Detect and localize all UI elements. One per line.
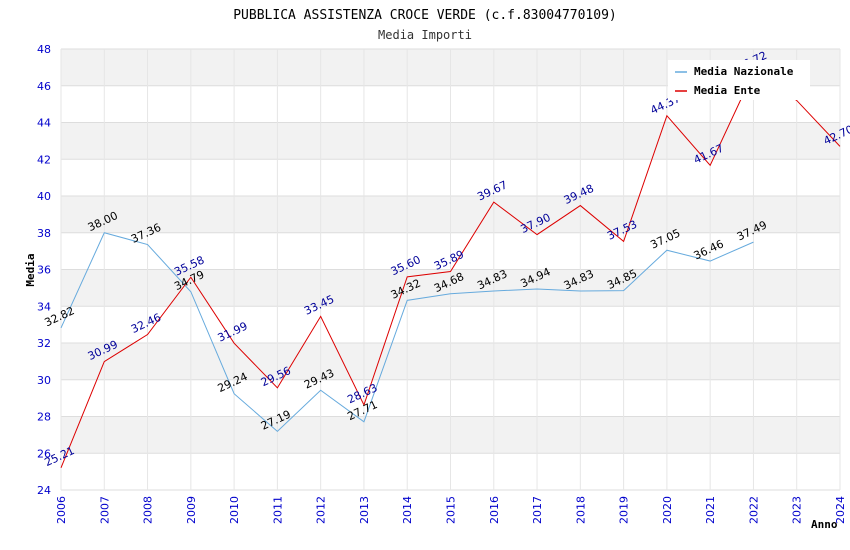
x-tick-label: 2010 [228, 496, 241, 524]
x-tick-label: 2022 [747, 496, 760, 524]
legend-box [668, 60, 810, 100]
y-tick-label: 26 [37, 447, 51, 460]
x-tick-label: 2015 [445, 496, 458, 524]
x-tick-label: 2018 [574, 496, 587, 524]
y-axis-label: Media [24, 253, 37, 286]
legend-label-nazionale: Media Nazionale [694, 65, 794, 78]
x-tick-label: 2012 [315, 496, 328, 524]
y-tick-label: 40 [37, 190, 51, 203]
series-line-nazionale [60, 232, 754, 433]
series-line-ente [60, 71, 841, 468]
x-tick-label: 2009 [185, 496, 198, 524]
x-tick-label: 2024 [834, 496, 847, 524]
x-tick-label: 2006 [55, 496, 68, 524]
x-tick-labels: 2006 2007 2008 2009 2010 2011 2012 2013 2014 2015… [55, 496, 847, 524]
y-tick-label: 44 [37, 117, 51, 130]
chart-subtitle: Media Importi [378, 28, 472, 42]
y-tick-labels: 24 26 28 30 32 34 36 38 40 42 44 46 48 [37, 43, 51, 497]
x-tick-label: 2020 [661, 496, 674, 524]
legend: Media Nazionale Media Ente [668, 60, 810, 100]
y-tick-label: 46 [37, 80, 51, 93]
chart-title: PUBBLICA ASSISTENZA CROCE VERDE (c.f.830… [233, 8, 617, 23]
x-tick-label: 2013 [358, 496, 371, 524]
y-tick-label: 38 [37, 227, 51, 240]
y-tick-label: 48 [37, 43, 51, 56]
y-tick-label: 42 [37, 153, 51, 166]
x-tick-label: 2011 [271, 496, 284, 524]
x-tick-label: 2019 [618, 496, 631, 524]
y-tick-label: 32 [37, 337, 51, 350]
x-tick-label: 2007 [98, 496, 111, 524]
series-lines [60, 71, 841, 468]
gridlines [60, 48, 841, 491]
y-tick-label: 30 [37, 374, 51, 387]
x-tick-label: 2023 [791, 496, 804, 524]
x-tick-label: 2021 [704, 496, 717, 524]
y-tick-label: 34 [37, 300, 51, 313]
x-tick-label: 2017 [531, 496, 544, 524]
x-tick-label: 2014 [401, 496, 414, 524]
y-tick-label: 24 [37, 484, 51, 497]
y-tick-label: 36 [37, 264, 51, 277]
x-tick-label: 2016 [488, 496, 501, 524]
legend-label-ente: Media Ente [694, 84, 761, 97]
x-axis-label: Anno [811, 518, 838, 531]
y-tick-label: 28 [37, 411, 51, 424]
x-tick-label: 2008 [142, 496, 155, 524]
